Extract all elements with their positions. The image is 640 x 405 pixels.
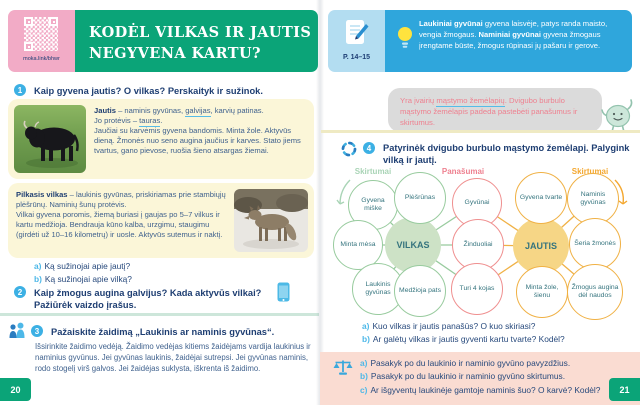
concept-text: Laukiniai gyvūnai gyvena laisvėje, patys… xyxy=(419,19,608,50)
qr-finder-icon xyxy=(49,17,58,26)
concept-box: Laukiniai gyvūnai gyvena laisvėje, patys… xyxy=(385,10,632,72)
map-center-jautis: JAUTIS xyxy=(513,218,569,274)
sub-question-b: b) Ką sužinojai apie vilką? xyxy=(34,274,132,285)
sub-question-a: a) Ką sužinojai apie jautį? xyxy=(34,261,131,271)
discussion-a: a) Pasakyk po du laukinio ir naminio gyvū… xyxy=(360,358,571,368)
sub-questions-1: a) Ką sužinojai apie jautį? b) Ką sužinoja… xyxy=(34,260,132,286)
map-center-vilkas: VILKAS xyxy=(385,217,441,273)
map-node-jautis-4: Minta žole, šienu xyxy=(516,266,568,318)
notebook-pencil-icon xyxy=(346,20,369,44)
game-instructions: Išsirinkite žaidimo vedėją. Žaidimo vedė… xyxy=(35,342,311,373)
bull-illustration xyxy=(14,105,86,173)
wolf-illustration xyxy=(234,189,308,252)
map-question-a: a) Kuo vilkas ir jautis panašūs? O kuo sk… xyxy=(362,321,536,331)
cycle-arrows-icon xyxy=(341,141,357,157)
double-bubble-map: Skirtumai Panašumai Skirtumai VILKAS JAU… xyxy=(320,167,640,320)
discussion-c: c) Ar išgyventų laukinėje gamtoje naminis… xyxy=(360,384,601,395)
wolf-fact-text: Pilkasis vilkas – laukinis gyvūnas, pris… xyxy=(16,190,226,240)
question-4-text: Patyrinėk dvigubo burbulo mąstymo žemėla… xyxy=(383,143,630,166)
question-3-number: 3 xyxy=(31,325,43,337)
bull-fact-text: Jautis – naminis gyvūnas, galvijas, karv… xyxy=(94,106,301,156)
question-1-text: Kaip gyvena jautis? O vilkas? Perskaityk… xyxy=(34,86,263,96)
map-node-shared-3: Turi 4 kojas xyxy=(451,263,503,315)
tip-text: Yra įvairių mąstymo žemėlapių. Dvigubo b… xyxy=(400,96,578,128)
mascot-character xyxy=(601,99,633,133)
chapter-title-banner: KODĖL VILKAS IR JAUTIS NEGYVENA KARTU? xyxy=(75,10,318,72)
map-label-similarities: Panašumai xyxy=(441,167,485,176)
term-wild-animals: Laukiniai gyvūnai xyxy=(419,19,483,28)
map-question-b: b) Ar galėtų vilkas ir jautis gyventi kar… xyxy=(362,334,565,345)
map-node-shared-2: Žinduoliai xyxy=(452,219,504,271)
qr-code xyxy=(24,17,58,51)
qr-finder-icon xyxy=(24,42,33,51)
balance-scale-icon xyxy=(333,360,353,375)
fact-box-wolf: Pilkasis vilkas – laukinis gyvūnas, pris… xyxy=(8,183,314,258)
tip-box: Yra įvairių mąstymo žemėlapių. Dvigubo b… xyxy=(388,88,602,132)
map-node-vilkas-2: Plėšrūnas xyxy=(394,172,446,224)
question-4-number: 4 xyxy=(363,142,375,154)
page-title: KODĖL VILKAS IR JAUTIS NEGYVENA KARTU? xyxy=(89,24,312,62)
map-node-jautis-2: Naminis gyvūnas xyxy=(567,173,619,225)
map-node-vilkas-3: Minta mėsa xyxy=(333,220,383,270)
map-node-jautis-3: Šeria žmonės xyxy=(569,218,621,270)
glossary-word-galvijas: galvijas xyxy=(185,106,211,117)
page-fold xyxy=(316,0,324,405)
workbook-ref-panel: P. 14–15 xyxy=(328,10,385,72)
question-2-number: 2 xyxy=(14,286,26,298)
section-divider-left xyxy=(0,313,319,316)
question-2-text: Kaip žmogus augina galvijus? Kada aktyvū… xyxy=(34,288,262,311)
discussion-box: a) Pasakyk po du laukinio ir naminio gyvū… xyxy=(320,352,640,405)
lightbulb-icon xyxy=(398,27,412,48)
page-number-left: 20 xyxy=(0,378,31,401)
workbook-page-ref: P. 14–15 xyxy=(342,54,371,61)
discussion-b: b) Pasakyk po du laukinio ir naminio gyvū… xyxy=(360,371,566,382)
question-1-number: 1 xyxy=(14,84,26,96)
qr-caption: moka.link/bhwr xyxy=(23,56,60,62)
discussion-questions: a) Pasakyk po du laukinio ir naminio gyvū… xyxy=(360,357,625,397)
page-number-right: 21 xyxy=(609,378,640,401)
smartphone-icon xyxy=(277,282,290,302)
bull-term: Jautis xyxy=(94,106,116,115)
qr-panel: moka.link/bhwr xyxy=(8,10,75,72)
glossary-word-tauras: tauras xyxy=(139,116,161,127)
map-node-vilkas-5: Medžioja pats xyxy=(394,265,446,317)
term-domestic-animals: Naminiai gyvūnai xyxy=(478,29,541,39)
qr-finder-icon xyxy=(24,17,33,26)
map-node-jautis-5: Žmogus augina dėl naudos xyxy=(567,264,623,320)
section-divider-right xyxy=(321,130,640,133)
glossary-thinking-maps: mąstymo žemėlapių xyxy=(436,96,505,107)
map-node-shared-1: Gyvūnai xyxy=(452,178,502,228)
fact-box-bull: Jautis – naminis gyvūnas, galvijas, karv… xyxy=(8,99,314,179)
map-label-differences-left: Skirtumai xyxy=(354,167,392,176)
bull-photo xyxy=(14,105,86,173)
wolf-photo xyxy=(234,189,308,252)
group-activity-icon xyxy=(9,322,25,338)
map-label-differences-right: Skirtumai xyxy=(571,167,609,176)
wolf-term: Pilkasis vilkas xyxy=(16,190,68,199)
map-node-jautis-1: Gyvena tvarte xyxy=(515,172,567,224)
map-sub-questions: a) Kuo vilkas ir jautis panašūs? O kuo sk… xyxy=(362,320,565,346)
question-3-title: Pažaiskite žaidimą „Laukinis ar naminis … xyxy=(51,327,275,337)
